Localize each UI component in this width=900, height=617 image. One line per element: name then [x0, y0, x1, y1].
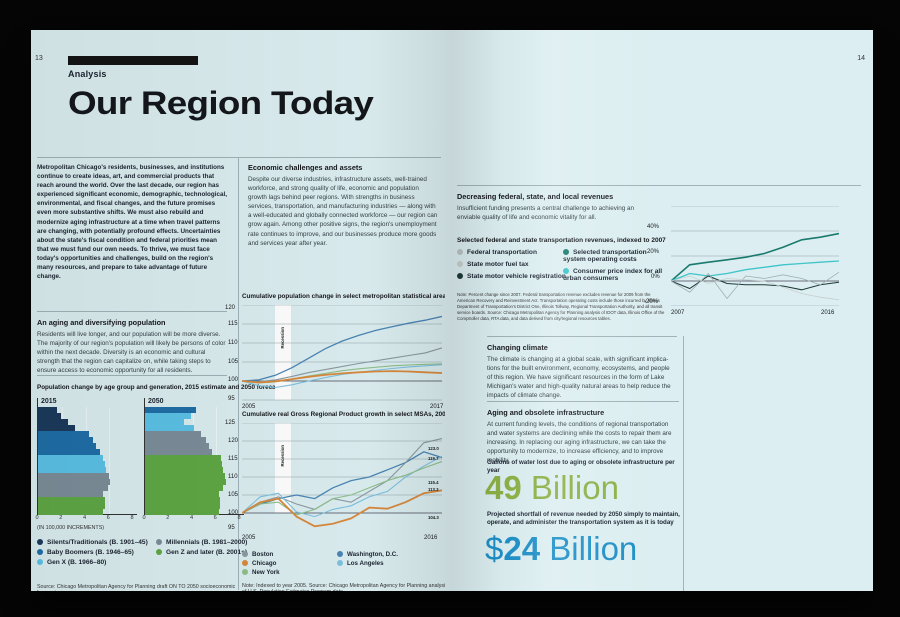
svg-text:Recession: Recession — [280, 445, 285, 467]
svg-text:104.3: 104.3 — [428, 515, 439, 520]
svg-text:123.0: 123.0 — [428, 446, 439, 451]
svg-text:115.4: 115.4 — [428, 480, 439, 485]
svg-text:119.7: 119.7 — [428, 456, 439, 461]
svg-text:113.3: 113.3 — [428, 487, 439, 492]
svg-text:Recession: Recession — [280, 327, 285, 349]
